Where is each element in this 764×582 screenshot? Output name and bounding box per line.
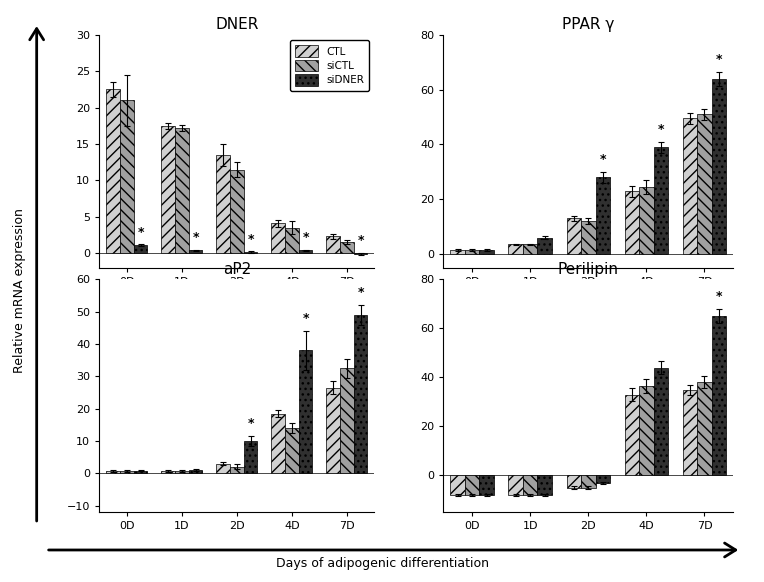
Bar <box>216 155 230 253</box>
Bar <box>712 316 726 475</box>
Bar <box>683 119 697 254</box>
Bar <box>175 471 189 473</box>
Bar <box>450 250 465 254</box>
Text: *: * <box>600 153 606 166</box>
Text: *: * <box>303 230 309 244</box>
Bar <box>683 389 697 475</box>
Bar <box>581 475 595 488</box>
Text: *: * <box>358 235 364 247</box>
Bar <box>639 386 653 475</box>
Bar <box>354 253 367 254</box>
Bar <box>625 191 639 254</box>
Bar <box>653 147 668 254</box>
Bar <box>537 237 552 254</box>
Bar <box>120 471 134 473</box>
Text: *: * <box>716 290 722 303</box>
Bar <box>271 223 285 253</box>
Bar <box>523 475 537 495</box>
Bar <box>340 368 354 473</box>
Bar <box>285 228 299 253</box>
Bar <box>567 475 581 488</box>
Bar <box>230 467 244 473</box>
Bar <box>697 382 711 475</box>
Bar <box>299 350 312 473</box>
Bar <box>230 169 244 253</box>
Bar <box>480 475 494 495</box>
Text: *: * <box>193 231 199 244</box>
Bar <box>354 315 367 473</box>
Bar <box>216 464 230 473</box>
Bar <box>450 475 465 495</box>
Bar <box>326 388 340 473</box>
Bar <box>244 252 257 253</box>
Bar <box>271 414 285 473</box>
Bar <box>465 475 480 495</box>
Bar <box>595 178 610 254</box>
Text: *: * <box>303 313 309 325</box>
Text: Relative mRNA expression: Relative mRNA expression <box>12 208 26 374</box>
Text: Days of adipogenic differentiation: Days of adipogenic differentiation <box>276 558 488 570</box>
Text: *: * <box>358 286 364 299</box>
Bar <box>595 475 610 482</box>
Bar <box>509 475 523 495</box>
Bar <box>712 79 726 254</box>
Bar <box>244 441 257 473</box>
Bar <box>106 471 120 473</box>
Bar <box>189 470 202 473</box>
Bar <box>161 471 175 473</box>
Bar <box>581 221 595 254</box>
Bar <box>465 250 480 254</box>
Bar <box>161 126 175 253</box>
Bar <box>299 250 312 253</box>
Text: *: * <box>716 53 722 66</box>
Title: aP2: aP2 <box>223 262 251 277</box>
Title: PPAR γ: PPAR γ <box>562 17 614 33</box>
Legend: CTL, siCTL, siDNER: CTL, siCTL, siDNER <box>290 40 369 91</box>
Bar <box>285 428 299 473</box>
Bar <box>134 245 147 253</box>
Bar <box>653 368 668 475</box>
Text: *: * <box>248 417 254 430</box>
Bar <box>326 236 340 253</box>
Bar <box>134 471 147 473</box>
Bar <box>480 250 494 254</box>
Bar <box>189 250 202 253</box>
Text: *: * <box>138 226 144 239</box>
Bar <box>106 90 120 253</box>
Bar <box>120 100 134 253</box>
Bar <box>697 114 711 254</box>
Text: *: * <box>658 123 664 136</box>
Bar <box>523 244 537 254</box>
Title: Perilipin: Perilipin <box>558 262 619 277</box>
Bar <box>639 187 653 254</box>
Bar <box>567 218 581 254</box>
Bar <box>509 244 523 254</box>
Bar <box>625 395 639 475</box>
Bar <box>340 242 354 253</box>
Text: *: * <box>248 233 254 246</box>
Bar <box>537 475 552 495</box>
Title: DNER: DNER <box>215 17 258 33</box>
Bar <box>175 128 189 253</box>
